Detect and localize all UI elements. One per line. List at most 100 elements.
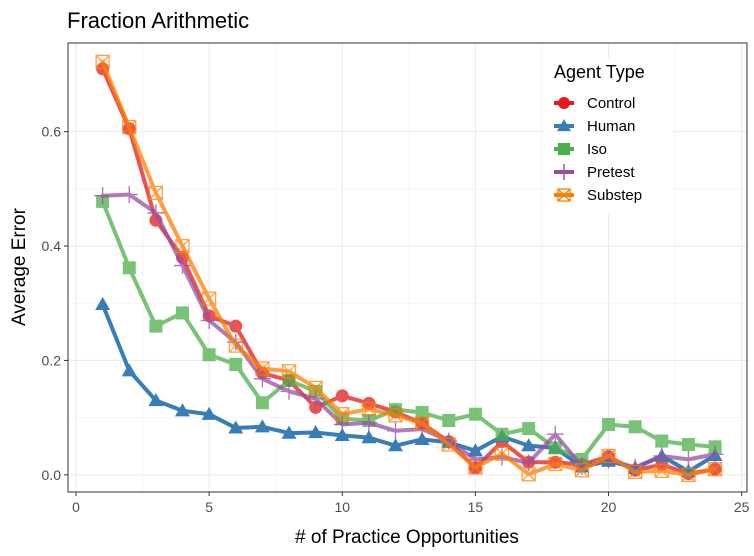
legend-item-substep: Substep [554, 187, 642, 204]
data-point-substep [335, 407, 350, 422]
data-point-substep [95, 54, 110, 70]
data-point-substep [681, 467, 696, 482]
legend-background [545, 58, 673, 214]
data-point-human-shape [254, 419, 270, 433]
data-point-substep-shape [574, 463, 589, 478]
data-point-pretest [360, 414, 378, 432]
legend-marker-human [557, 119, 571, 132]
data-point-substep [361, 401, 377, 417]
data-point-iso-shape [495, 427, 509, 441]
y-axis: 0.0 0.2 0.4 0.6 [42, 124, 68, 483]
data-point-substep-shape [201, 291, 217, 306]
data-point-substep-shape [574, 463, 590, 478]
data-point-iso [602, 418, 616, 432]
legend-item-iso: Iso [554, 141, 607, 158]
y-tick-label: 0.2 [42, 352, 62, 368]
data-point-pretest [173, 256, 191, 274]
data-point-substep [175, 238, 190, 254]
data-point-human [334, 427, 350, 441]
data-point-iso [202, 348, 216, 362]
data-point-pretest [200, 311, 218, 329]
data-point-iso-shape [255, 396, 269, 410]
data-point-substep-shape [628, 464, 643, 480]
data-point-substep [201, 291, 217, 306]
data-point-substep-shape [654, 463, 669, 478]
data-point-pretest [679, 450, 697, 468]
data-point-pretest [253, 370, 271, 388]
data-point-substep [122, 119, 137, 135]
data-point-pretest [653, 447, 671, 465]
data-point-human [361, 430, 377, 444]
data-point-substep [308, 380, 323, 396]
data-point-iso-shape [175, 306, 189, 320]
data-point-substep [654, 463, 669, 478]
data-point-substep-shape [415, 416, 430, 431]
data-point-human-shape [388, 438, 403, 452]
data-point-human [121, 363, 137, 377]
data-point-iso-shape [655, 434, 669, 448]
data-point-substep [601, 448, 616, 464]
data-point-substep [281, 364, 297, 379]
data-point-iso [415, 405, 429, 419]
data-point-substep [255, 361, 270, 376]
data-point-control-shape [335, 389, 349, 403]
data-point-iso [122, 261, 136, 275]
data-point-substep [521, 467, 536, 482]
legend-marker-control [558, 97, 570, 109]
data-point-substep-shape [175, 239, 190, 254]
data-point-substep [414, 416, 430, 431]
data-point-substep-shape [148, 185, 164, 201]
data-point-human-shape [121, 363, 137, 377]
data-point-substep [548, 456, 563, 472]
data-point-substep-shape [282, 364, 296, 379]
data-point-substep-shape [414, 416, 430, 431]
data-point-substep [494, 446, 510, 461]
data-point-substep [707, 461, 723, 477]
data-point-human-shape [148, 393, 164, 407]
data-point-iso-shape [522, 422, 536, 436]
data-point-human-shape [521, 438, 537, 452]
data-point-substep-shape [654, 463, 669, 478]
data-point-human [281, 425, 297, 439]
data-point-substep-shape [335, 407, 350, 422]
data-point-substep-shape [681, 467, 696, 482]
data-point-substep [468, 460, 483, 475]
legend-label-iso: Iso [587, 141, 607, 158]
data-point-pretest [520, 454, 538, 472]
legend-title: Agent Type [554, 62, 645, 82]
data-point-substep-shape [388, 408, 403, 423]
data-point-substep-shape [601, 449, 616, 463]
plot-border [67, 42, 748, 493]
data-point-substep [574, 463, 590, 478]
data-point-substep-shape [228, 338, 243, 353]
legend-marker-substep-shape [557, 188, 571, 202]
data-point-pretest [307, 390, 325, 408]
data-point-substep-shape [548, 456, 563, 472]
data-point-pretest [147, 204, 165, 222]
legend-label-control: Control [587, 95, 635, 112]
data-point-substep-shape [601, 448, 616, 464]
data-point-substep-shape [521, 467, 536, 482]
legend-marker-substep-shape [557, 188, 571, 202]
data-point-substep-shape [148, 185, 163, 200]
data-point-iso [442, 414, 456, 428]
y-tick-label: 0.0 [42, 467, 62, 483]
data-point-control-shape [229, 319, 243, 333]
data-point-human-shape [308, 425, 324, 439]
data-point-substep-shape [707, 461, 723, 477]
data-point-iso [628, 420, 642, 434]
data-point-iso-shape [602, 418, 616, 432]
data-point-iso-shape [229, 357, 243, 371]
data-point-human [201, 406, 217, 420]
data-point-iso [548, 441, 562, 455]
data-point-iso-shape [149, 319, 163, 333]
data-point-substep [628, 464, 643, 480]
data-point-pretest [333, 416, 351, 434]
data-point-substep-shape [255, 361, 270, 376]
data-point-substep [148, 185, 164, 201]
data-point-human [467, 443, 483, 457]
data-point-iso-shape [122, 261, 136, 275]
data-point-iso-shape [628, 420, 642, 434]
data-point-substep-shape [468, 460, 483, 475]
